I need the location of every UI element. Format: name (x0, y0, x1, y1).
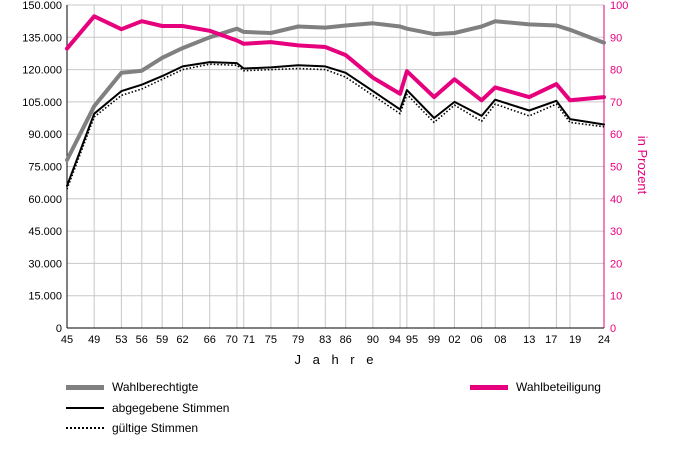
legend-label: abgegebene Stimmen (112, 401, 230, 415)
x-tick-label: 02 (448, 334, 460, 346)
x-tick-label: 70 (226, 334, 238, 346)
y2-tick-label: 40 (610, 194, 622, 206)
legend-item-wahlbeteiligung: Wahlbeteiligung (470, 380, 601, 394)
y-tick-label: 45.000 (28, 226, 62, 238)
y-tick-label: 0 (56, 323, 62, 335)
x-tick-label: 24 (598, 334, 610, 346)
legend-swatch-dotted (66, 427, 104, 429)
y-tick-label: 75.000 (28, 162, 62, 174)
x-tick-label: 56 (136, 334, 148, 346)
y2-tick-label: 50 (610, 162, 622, 174)
legend-swatch-pink (470, 384, 508, 390)
x-tick-label: 62 (176, 334, 188, 346)
y2-tick-label: 30 (610, 226, 622, 238)
legend-item-gueltige-stimmen: gültige Stimmen (66, 421, 198, 435)
y2-tick-label: 10 (610, 291, 622, 303)
x-tick-label: 08 (494, 334, 506, 346)
x-tick-label: 86 (340, 334, 352, 346)
series-line-wahlbeteiligung (65, 14, 606, 103)
x-tick-label: 66 (204, 334, 216, 346)
y2-tick-label: 60 (610, 129, 622, 141)
y2-tick-label: 70 (610, 97, 622, 109)
y2-tick-label: 100 (610, 0, 628, 12)
legend-item-wahlberechtigte: Wahlberechtigte (66, 380, 198, 394)
y2-tick-label: 0 (610, 323, 616, 335)
y-tick-label: 90.000 (28, 129, 62, 141)
legend-label: Wahlbeteiligung (516, 380, 601, 394)
y2-tick-label: 20 (610, 258, 622, 270)
x-tick-label: 59 (156, 334, 168, 346)
legend-swatch-solid (66, 407, 104, 409)
series-line-wahlberechtigte (65, 19, 606, 162)
legend-item-abgegebene-stimmen: abgegebene Stimmen (66, 401, 229, 415)
x-tick-label: 95 (406, 334, 418, 346)
x-tick-label: 06 (470, 334, 482, 346)
y-tick-label: 15.000 (28, 291, 62, 303)
x-tick-label: 45 (61, 334, 73, 346)
axes (66, 5, 605, 329)
x-tick-label: 90 (367, 334, 379, 346)
series-lines (65, 14, 606, 190)
x-tick-labels: 45 49 53 56 59 62 66 70 71 75 79 83 86 90 94 95 99 02 06 08… (61, 334, 610, 346)
y2-tick-labels: 0 10 20 30 40 50 60 70 80 90 100 (610, 0, 628, 335)
x-tick-label: 75 (265, 334, 277, 346)
x-tick-label: 49 (88, 334, 100, 346)
legend-label: Wahlberechtigte (112, 380, 199, 394)
y2-axis-title: in Prozent (635, 136, 650, 195)
x-tick-label: 94 (389, 334, 401, 346)
x-tick-label: 17 (545, 334, 557, 346)
x-tick-label: 79 (292, 334, 304, 346)
x-tick-label: 71 (243, 334, 255, 346)
y-tick-label: 105.000 (22, 97, 62, 109)
x-tick-label: 13 (523, 334, 535, 346)
y-tick-labels: 0 15.000 30.000 45.000 60.000 75.000 90.000 105… (22, 0, 62, 335)
grid-lines (66, 4, 605, 329)
x-axis-title: J a h r e (295, 352, 378, 367)
y-tick-label: 135.000 (22, 32, 62, 44)
y-tick-label: 150.000 (22, 0, 62, 12)
x-tick-label: 53 (115, 334, 127, 346)
y2-tick-label: 80 (610, 65, 622, 77)
series-line-g-ltige-stimmen (66, 63, 605, 190)
x-tick-label: 19 (569, 334, 581, 346)
y-tick-label: 30.000 (28, 258, 62, 270)
series-line-abgegebene-stimmen (66, 61, 605, 187)
x-tick-label: 99 (428, 334, 440, 346)
y-tick-label: 60.000 (28, 194, 62, 206)
y2-tick-label: 90 (610, 32, 622, 44)
legend-label: gültige Stimmen (112, 421, 199, 435)
y-tick-label: 120.000 (22, 65, 62, 77)
x-tick-label: 83 (319, 334, 331, 346)
legend-swatch-gray (66, 384, 104, 390)
